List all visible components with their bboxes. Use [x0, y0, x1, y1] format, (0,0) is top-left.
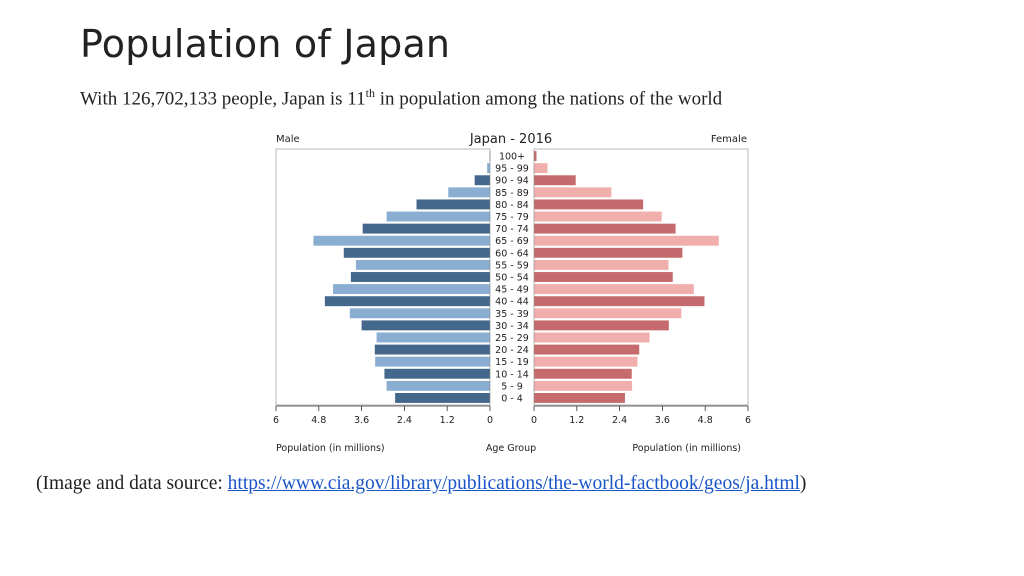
female-bar-55-59	[534, 259, 669, 270]
female-bar-65-69	[534, 235, 719, 246]
male-bar-60-64	[343, 247, 490, 258]
male-bar-75-79	[386, 211, 490, 222]
male-bar-50-54	[350, 272, 490, 282]
female-bar-85-89	[534, 187, 612, 198]
male-bar-90-94	[474, 175, 490, 186]
male-bar-35-39	[349, 308, 490, 319]
axes-group: 6 4.8 3.6 2.4 1.2 0 0 1.2 2.4 3.6 4.8 6	[273, 148, 751, 426]
female-bar-45-49	[534, 284, 694, 295]
source-citation: (Image and data source: https://www.cia.…	[36, 473, 806, 495]
female-x-tick-label: 3.6	[655, 415, 670, 426]
male-bar-70-74	[362, 223, 490, 234]
female-bar-5-9	[534, 380, 633, 391]
age-group-label: 5 - 9	[501, 381, 523, 392]
female-x-tick-label: 1.2	[569, 415, 584, 426]
female-bar-50-54	[534, 272, 673, 282]
male-bar-25-29	[376, 332, 490, 343]
male-bar-80-84	[416, 199, 490, 210]
age-group-label: 55 - 59	[495, 260, 529, 271]
female-bar-75-79	[534, 211, 662, 222]
female-bar-0-4	[534, 392, 625, 403]
female-x-tick-label: 6	[745, 415, 751, 426]
female-x-tick-label: 0	[531, 415, 537, 426]
subtitle: With 126,702,133 people, Japan is 11th i…	[80, 86, 722, 110]
age-group-label: 35 - 39	[495, 309, 529, 320]
female-bar-80-84	[534, 199, 644, 210]
male-bar-0-4	[395, 392, 490, 403]
male-x-tick-label: 0	[487, 415, 493, 426]
female-x-tick-label: 2.4	[612, 415, 627, 426]
age-group-label: 40 - 44	[495, 297, 529, 308]
male-bar-10-14	[384, 368, 490, 379]
age-group-label: 50 - 54	[495, 273, 529, 284]
age-group-label: 60 - 64	[495, 248, 529, 259]
age-group-label: 30 - 34	[495, 321, 529, 332]
male-bar-30-34	[361, 320, 490, 331]
chart-title: Japan - 2016	[469, 132, 552, 147]
age-group-label: 70 - 74	[495, 224, 529, 235]
female-bar-30-34	[534, 320, 669, 331]
female-bar-15-19	[534, 356, 638, 367]
subtitle-text: With 126,702,133 people, Japan is 11	[80, 88, 366, 110]
male-bar-65-69	[313, 235, 490, 246]
female-bar-70-74	[534, 223, 676, 234]
male-bar-40-44	[324, 296, 490, 307]
female-panel-frame	[533, 148, 749, 406]
male-bar-55-59	[355, 259, 490, 270]
female-bar-90-94	[534, 175, 576, 186]
female-x-tick-label: 4.8	[698, 415, 713, 426]
male-label: Male	[276, 134, 300, 145]
female-bar-40-44	[534, 296, 705, 307]
age-group-label: 45 - 49	[495, 285, 529, 296]
age-group-label: 95 - 99	[495, 164, 529, 175]
bars-group	[313, 151, 719, 403]
source-prefix: (Image and data source:	[36, 473, 228, 494]
female-label: Female	[711, 134, 747, 145]
male-x-tick-label: 1.2	[440, 415, 455, 426]
age-group-label: 25 - 29	[495, 333, 529, 344]
age-group-label: 80 - 84	[495, 200, 529, 211]
female-bar-60-64	[534, 247, 683, 258]
age-group-label: 20 - 24	[495, 345, 529, 356]
male-x-tick-label: 2.4	[397, 415, 412, 426]
subtitle-text-end: in population among the nations of the w…	[374, 88, 723, 110]
x-axis-label-age-group: Age Group	[486, 443, 536, 454]
female-bar-100+	[534, 151, 537, 162]
female-bar-20-24	[534, 344, 640, 355]
female-bar-25-29	[534, 332, 650, 343]
male-bar-20-24	[374, 344, 490, 355]
male-bar-95-99	[487, 163, 490, 174]
age-group-label: 65 - 69	[495, 236, 529, 247]
male-x-tick-label: 3.6	[354, 415, 369, 426]
age-group-label: 10 - 14	[495, 369, 529, 380]
age-group-label: 85 - 89	[495, 188, 529, 199]
male-x-tick-label: 4.8	[311, 415, 326, 426]
female-bar-35-39	[534, 308, 682, 319]
male-bar-15-19	[375, 356, 490, 367]
x-axis-label-male: Population (in millions)	[276, 443, 385, 454]
male-bar-45-49	[333, 284, 490, 295]
subtitle-superscript: th	[365, 86, 375, 100]
male-bar-85-89	[448, 187, 490, 198]
age-group-label: 75 - 79	[495, 212, 529, 223]
age-group-label: 15 - 19	[495, 357, 529, 368]
male-panel-frame	[275, 148, 491, 406]
age-group-label: 100+	[499, 152, 525, 163]
male-x-tick-label: 6	[273, 415, 279, 426]
female-bar-10-14	[534, 368, 632, 379]
source-link[interactable]: https://www.cia.gov/library/publications…	[227, 473, 800, 494]
source-suffix: )	[799, 473, 807, 494]
x-axis-label-female: Population (in millions)	[632, 443, 741, 454]
age-group-label: 0 - 4	[501, 393, 523, 404]
male-bar-5-9	[386, 380, 490, 391]
age-group-label: 90 - 94	[495, 176, 529, 187]
female-bar-95-99	[534, 163, 548, 174]
slide-title: Population of Japan	[80, 22, 451, 66]
